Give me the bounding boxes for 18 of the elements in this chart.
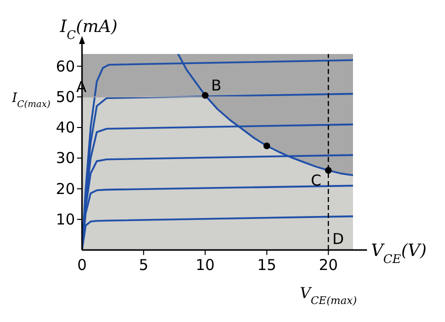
ref-line-label: V$_{CE(max)}$ — [300, 284, 357, 307]
y-tick-label: 30 — [56, 149, 75, 168]
y-tick-label: 50 — [56, 88, 75, 106]
y-tick-label: 60 — [56, 57, 75, 76]
annotation: C — [310, 171, 322, 190]
x-axis-title: V$_{CE}$(V) — [371, 241, 427, 266]
x-tick-label: 20 — [318, 256, 338, 274]
ref-line-label: I$_{C(max)}$ — [11, 90, 51, 110]
y-tick-label: 10 — [56, 210, 75, 228]
y-axis-title: I$_{C}$(mA) — [59, 17, 118, 42]
annotation: D — [332, 230, 344, 248]
x-tick-label: 15 — [257, 256, 276, 274]
y-tick-label: 20 — [56, 180, 75, 198]
x-tick-label: 5 — [138, 256, 148, 274]
x-tick-label: 0 — [77, 256, 87, 274]
y-tick-label: 40 — [56, 118, 75, 136]
x-tick-label: 10 — [196, 256, 215, 274]
annotation: B — [211, 76, 222, 94]
